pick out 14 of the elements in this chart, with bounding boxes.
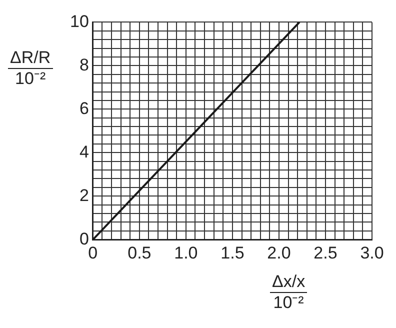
x-tick-label: 0.5 <box>128 243 152 262</box>
x-tick-label: 1.5 <box>220 243 244 262</box>
x-tick-label: 1.0 <box>174 243 198 262</box>
x-tick-label: 3.0 <box>360 243 384 262</box>
y-tick-label: 8 <box>79 55 89 74</box>
y-tick-label: 0 <box>79 229 89 248</box>
x-axis-title: Δx/x 10⁻² <box>271 272 306 313</box>
y-tick-label: 2 <box>79 186 89 205</box>
y-axis-title: ΔR/R 10⁻² <box>9 48 52 89</box>
x-tick-label: 2.0 <box>267 243 291 262</box>
y-tick-label: 10 <box>70 12 89 31</box>
y-tick-label: 4 <box>79 142 89 162</box>
y-tick-label: 6 <box>79 98 89 118</box>
x-tick-label: 2.5 <box>314 243 338 262</box>
